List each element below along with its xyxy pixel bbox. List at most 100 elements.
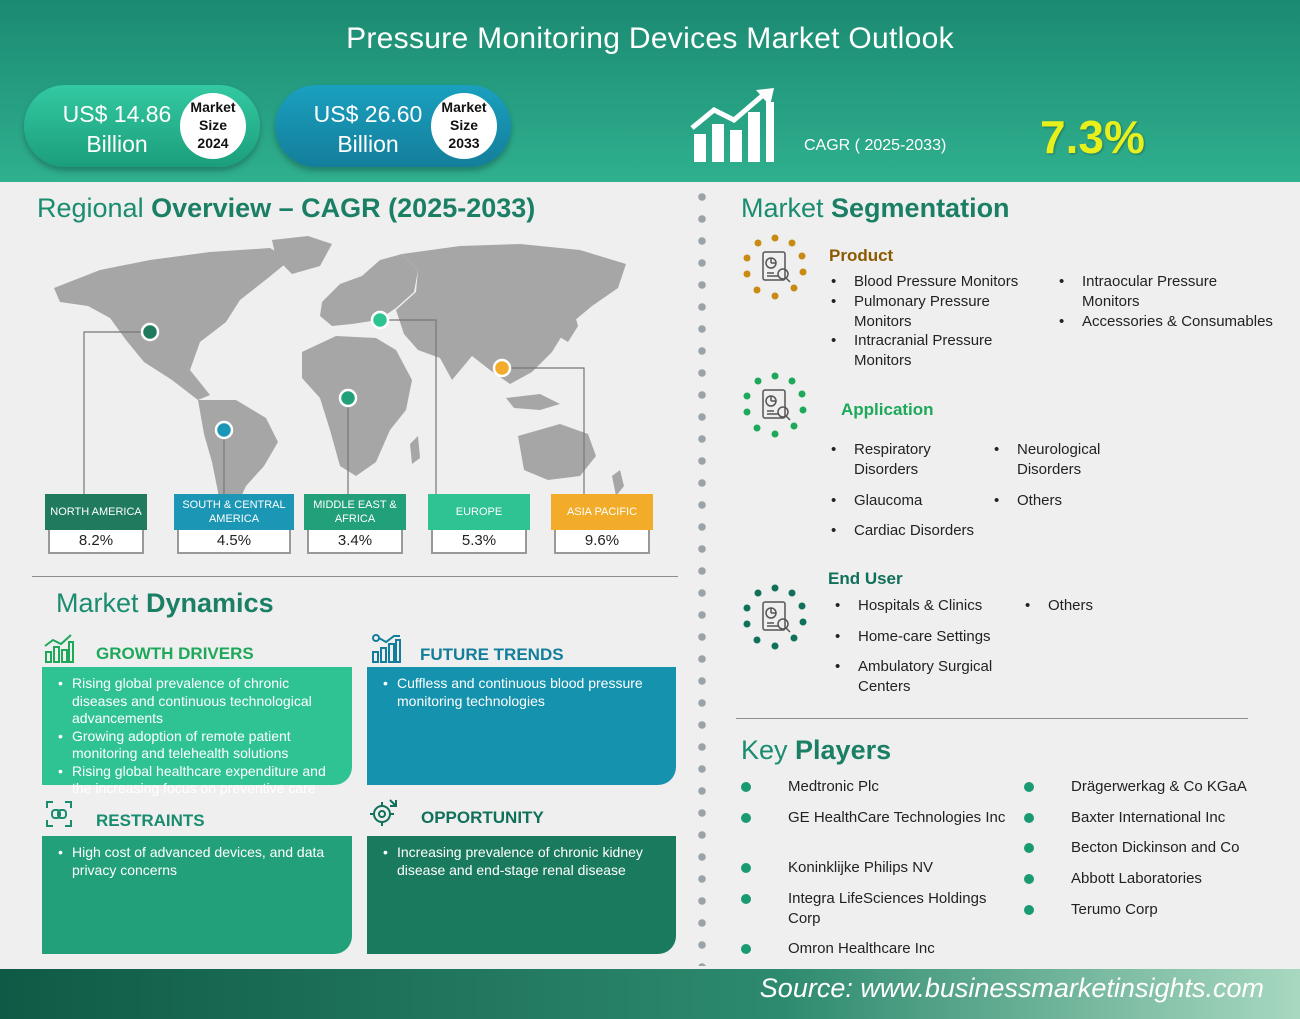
key-players-title: Key Players bbox=[741, 735, 892, 765]
market-size-2033-badge: Market Size 2033 bbox=[431, 93, 497, 159]
opportunity-gear-icon bbox=[370, 799, 397, 826]
product-item: Accessories & Consumables bbox=[1057, 312, 1292, 332]
region-cagr: 4.5% bbox=[177, 530, 291, 554]
growth-drivers-box: Rising global prevalence of chronic dise… bbox=[42, 667, 352, 796]
key-player: Drägerwerkag & Co KGaA bbox=[1071, 778, 1247, 795]
region-cagr: 3.4% bbox=[307, 530, 403, 554]
restraints-heading: RESTRAINTS bbox=[96, 811, 205, 830]
key-player: Terumo Corp bbox=[1071, 901, 1158, 918]
badge-label-size: Size bbox=[198, 117, 227, 133]
restraint-chain-icon bbox=[46, 801, 72, 827]
key-player: Baxter International Inc bbox=[1071, 809, 1226, 826]
region-name: ASIA PACIFIC bbox=[551, 494, 653, 530]
end-user-report-icon bbox=[743, 584, 807, 650]
cagr-value: 7.3% bbox=[1040, 111, 1145, 163]
region-cagr: 5.3% bbox=[431, 530, 527, 554]
end-user-item: Others bbox=[1023, 596, 1143, 616]
horizontal-divider-left bbox=[32, 576, 678, 577]
application-item: Others bbox=[992, 491, 1142, 511]
market-size-2033-card: US$ 26.60 Billion Market Size 2033 bbox=[275, 85, 511, 167]
opportunity-box: Increasing prevalence of chronic kidney … bbox=[367, 836, 676, 954]
regional-overview-title: Regional Overview – CAGR (2025-2033) bbox=[37, 193, 536, 223]
key-player-bullet bbox=[1024, 905, 1034, 915]
application-item: Neurological Disorders bbox=[992, 440, 1142, 480]
region-europe: EUROPE 5.3% bbox=[428, 494, 530, 558]
market-size-2024-unit: Billion bbox=[86, 131, 148, 157]
market-size-2033-unit: Billion bbox=[337, 131, 399, 157]
cagr-label: CAGR ( 2025-2033) bbox=[804, 137, 947, 154]
product-item: Blood Pressure Monitors bbox=[829, 272, 1049, 292]
key-player-bullet bbox=[1024, 843, 1034, 853]
key-player-bullet bbox=[741, 944, 751, 954]
badge-label-market: Market bbox=[441, 99, 487, 115]
vertical-divider bbox=[698, 186, 706, 966]
growth-driver-item: Rising global healthcare expenditure and… bbox=[54, 763, 344, 798]
key-player-bullet bbox=[1024, 813, 1034, 823]
key-player-bullet bbox=[741, 894, 751, 904]
region-north-america: NORTH AMERICA 8.2% bbox=[45, 494, 147, 558]
market-size-2024-amount: US$ 14.86 bbox=[62, 101, 172, 127]
application-item: Glaucoma bbox=[829, 491, 979, 511]
key-player-bullet bbox=[1024, 782, 1034, 792]
badge-label-market: Market bbox=[190, 99, 236, 115]
key-player: Integra LifeSciences Holdings Corp bbox=[788, 890, 987, 927]
badge-label-year: 2033 bbox=[448, 135, 480, 151]
market-segmentation-title: Market Segmentation bbox=[741, 193, 1010, 223]
end-user-item: Ambulatory Surgical Centers bbox=[833, 657, 1023, 697]
region-name: NORTH AMERICA bbox=[45, 494, 147, 530]
application-item: Cardiac Disorders bbox=[829, 521, 1019, 541]
key-player: GE HealthCare Technologies Inc bbox=[788, 809, 1006, 826]
growth-drivers-heading: GROWTH DRIVERS bbox=[96, 644, 254, 663]
product-item: Pulmonary Pressure Monitors bbox=[829, 292, 1029, 332]
market-dynamics-title: Market Dynamics bbox=[56, 588, 274, 618]
growth-driver-item: Growing adoption of remote patient monit… bbox=[54, 728, 344, 763]
opportunity-heading: OPPORTUNITY bbox=[421, 808, 544, 827]
region-middle-east-africa: MIDDLE EAST & AFRICA 3.4% bbox=[304, 494, 406, 558]
application-heading: Application bbox=[841, 400, 934, 419]
restraint-item: High cost of advanced devices, and data … bbox=[54, 844, 344, 879]
key-player-bullet bbox=[1024, 874, 1034, 884]
key-player: Abbott Laboratories bbox=[1071, 870, 1202, 887]
restraints-box: High cost of advanced devices, and data … bbox=[42, 836, 352, 954]
future-trend-item: Cuffless and continuous blood pressure m… bbox=[379, 675, 668, 710]
region-cagr: 8.2% bbox=[48, 530, 144, 554]
future-trends-box: Cuffless and continuous blood pressure m… bbox=[367, 667, 676, 785]
region-south-central-america: SOUTH & CENTRAL AMERICA 4.5% bbox=[174, 494, 294, 558]
market-size-2033-value: US$ 26.60 Billion bbox=[293, 99, 443, 159]
trend-chart-icon bbox=[372, 634, 401, 663]
market-size-2024-badge: Market Size 2024 bbox=[180, 93, 246, 159]
region-asia-pacific: ASIA PACIFIC 9.6% bbox=[551, 494, 653, 558]
source-link[interactable]: Source: www.businessmarketinsights.com bbox=[759, 973, 1264, 1003]
key-player: Medtronic Plc bbox=[788, 778, 879, 795]
end-user-item: Hospitals & Clinics bbox=[833, 596, 1023, 616]
world-map bbox=[54, 236, 626, 520]
badge-label-size: Size bbox=[449, 117, 478, 133]
market-size-2024-card: US$ 14.86 Billion Market Size 2024 bbox=[24, 85, 260, 167]
region-cagr: 9.6% bbox=[554, 530, 650, 554]
key-player-bullet bbox=[741, 782, 751, 792]
region-name: MIDDLE EAST & AFRICA bbox=[304, 494, 406, 530]
horizontal-divider-right bbox=[736, 718, 1248, 719]
application-report-icon bbox=[743, 372, 807, 438]
badge-label-year: 2024 bbox=[197, 135, 229, 151]
region-name: SOUTH & CENTRAL AMERICA bbox=[174, 494, 294, 530]
application-item: Respiratory Disorders bbox=[829, 440, 979, 480]
key-player: Becton Dickinson and Co bbox=[1071, 839, 1240, 856]
product-report-icon bbox=[743, 234, 807, 300]
footer-bar bbox=[0, 969, 1300, 1019]
product-heading: Product bbox=[829, 246, 894, 265]
product-item: Intracranial Pressure Monitors bbox=[829, 331, 1029, 371]
growth-driver-item: Rising global prevalence of chronic dise… bbox=[54, 675, 344, 728]
region-name: EUROPE bbox=[428, 494, 530, 530]
future-trends-heading: FUTURE TRENDS bbox=[420, 645, 564, 664]
end-user-heading: End User bbox=[828, 569, 903, 588]
market-size-2024-value: US$ 14.86 Billion bbox=[42, 99, 192, 159]
market-size-2033-amount: US$ 26.60 bbox=[313, 101, 423, 127]
bar-chart-icon bbox=[44, 634, 74, 663]
key-player: Omron Healthcare Inc bbox=[788, 940, 935, 957]
key-player: Koninklijke Philips NV bbox=[788, 859, 934, 876]
opportunity-item: Increasing prevalence of chronic kidney … bbox=[379, 844, 668, 879]
key-player-bullet bbox=[741, 863, 751, 873]
product-item: Intraocular Pressure Monitors bbox=[1057, 272, 1257, 312]
page-title: Pressure Monitoring Devices Market Outlo… bbox=[346, 22, 954, 55]
